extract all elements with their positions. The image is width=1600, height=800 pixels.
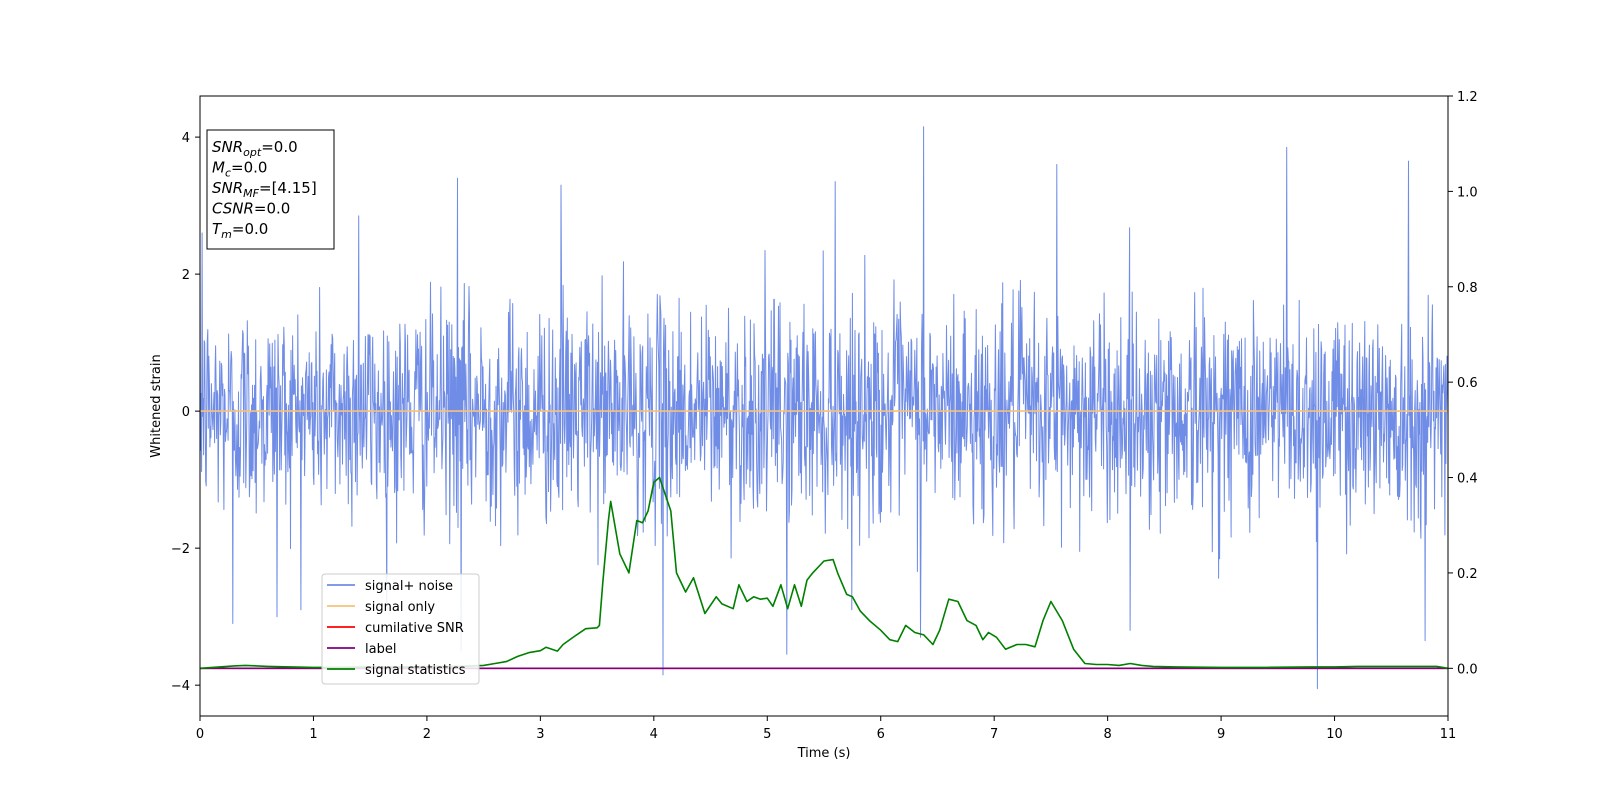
series-line-0 [200, 126, 1448, 690]
x-tick-label: 5 [763, 727, 771, 742]
x-tick-label: 6 [877, 727, 885, 742]
y2-tick-label: 0.4 [1457, 472, 1478, 487]
x-tick-label: 11 [1440, 727, 1457, 742]
legend-label: signal+ noise [365, 579, 453, 594]
y2-tick-label: 1.0 [1457, 185, 1478, 200]
y-tick-label: 4 [182, 131, 190, 146]
x-tick-label: 4 [650, 727, 658, 742]
annotation-line: Mc=0.0 [212, 159, 267, 180]
x-axis-label: Time (s) [797, 746, 851, 761]
x-tick-label: 0 [196, 727, 204, 742]
legend-label: signal only [365, 600, 435, 615]
y-axis-label: Whitened strain [149, 354, 164, 457]
legend-label: signal statistics [365, 663, 466, 678]
annotation-frame [206, 129, 335, 250]
y2-tick-label: 0.0 [1457, 662, 1478, 677]
y-tick-label: −2 [171, 542, 190, 557]
annotation-line: SNRMF=[4.15] [212, 179, 317, 200]
legend-frame [321, 573, 480, 685]
x-tick-label: 2 [423, 727, 431, 742]
x-tick-label: 8 [1103, 727, 1111, 742]
x-tick-label: 10 [1326, 727, 1343, 742]
annotation-line: CSNR=0.0 [212, 200, 290, 218]
annotation-line: SNRopt=0.0 [212, 138, 298, 159]
series-line-4 [200, 476, 1448, 670]
x-tick-label: 9 [1217, 727, 1225, 742]
axes-frame [199, 95, 1449, 717]
legend: signal+ noise signal only cumilative SNR la… [321, 573, 480, 685]
x-tick-label: 1 [309, 727, 317, 742]
legend-label: label [365, 642, 396, 657]
y-tick-label: 0 [182, 405, 190, 420]
axes-ticks: 0 1 2 3 4 5 6 7 8 9 10 11 −4 −2 0 2 4 0.0 0.2 0.4 0.6 0.8 1.0 1… [171, 90, 1478, 742]
annotation-line: Tm=0.0 [212, 220, 268, 241]
x-tick-label: 7 [990, 727, 998, 742]
y-tick-label: 2 [182, 268, 190, 283]
x-tick-label: 3 [536, 727, 544, 742]
y-tick-label: −4 [171, 679, 190, 694]
y2-tick-label: 1.2 [1457, 90, 1478, 105]
y2-tick-label: 0.6 [1457, 376, 1478, 391]
y2-tick-label: 0.2 [1457, 567, 1478, 582]
legend-label: cumilative SNR [365, 621, 464, 636]
y2-tick-label: 0.8 [1457, 281, 1478, 296]
